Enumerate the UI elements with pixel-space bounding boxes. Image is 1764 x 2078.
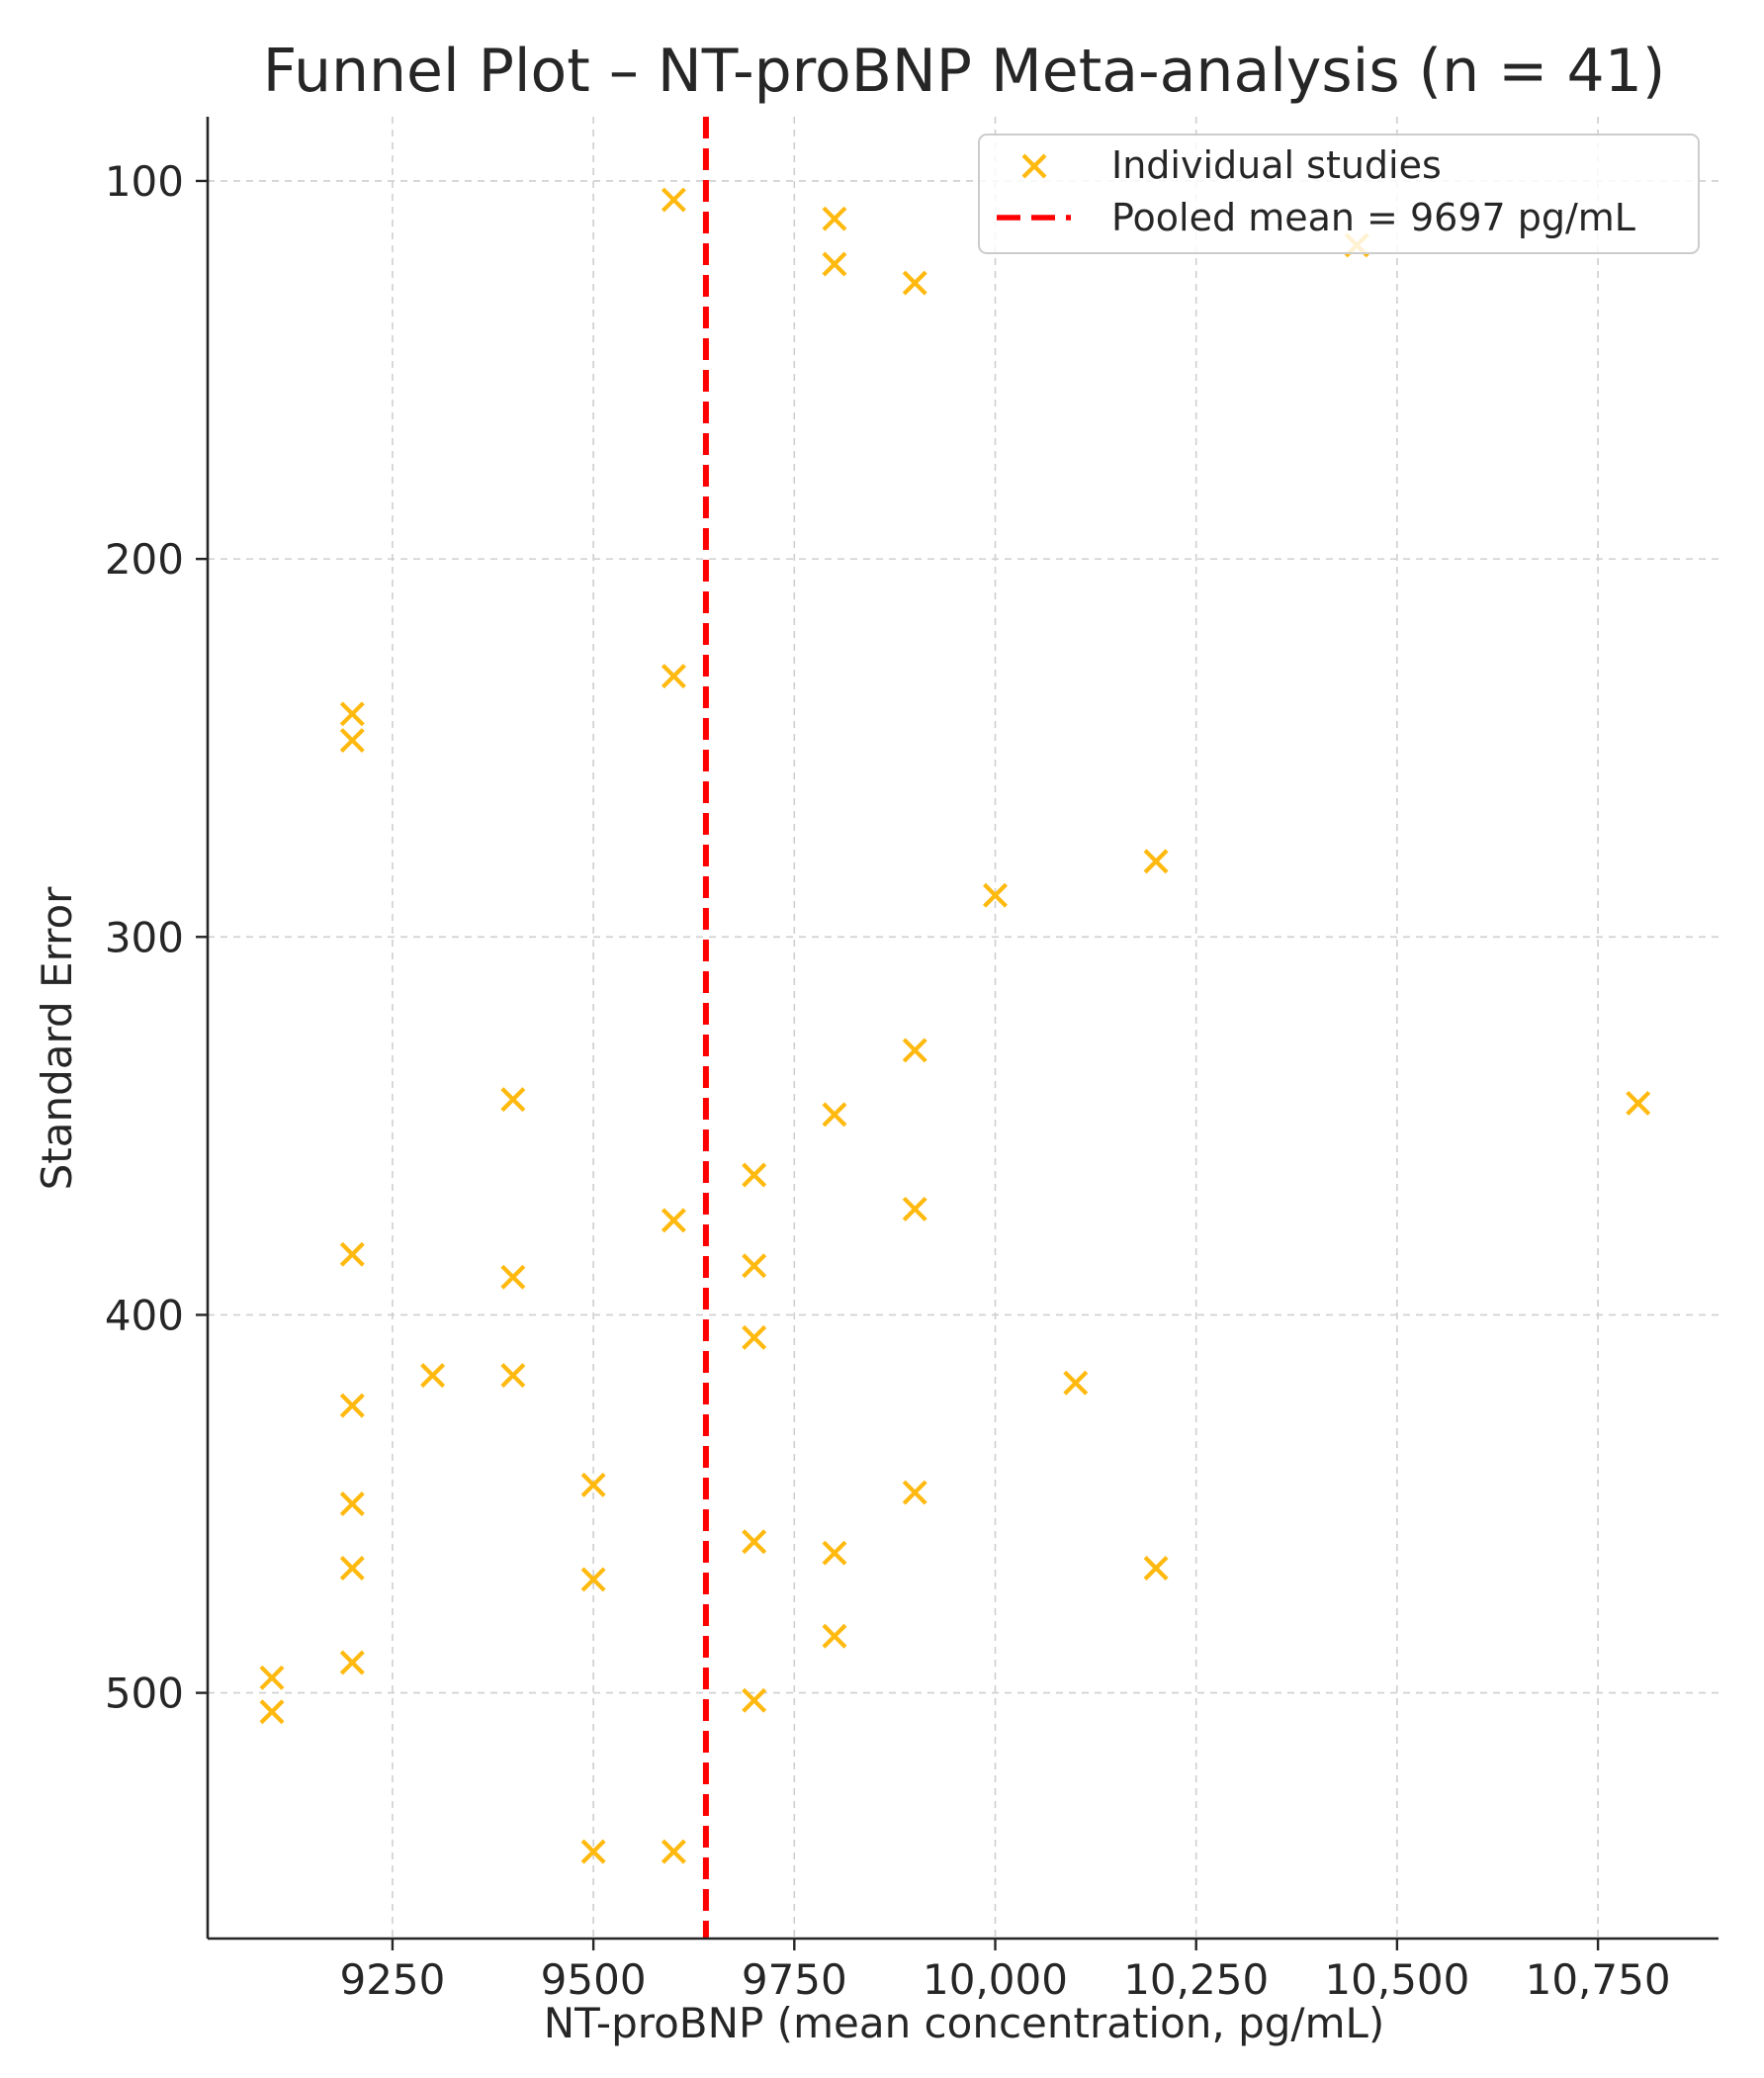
data-point [822, 206, 847, 231]
y-tick-label: 300 [105, 913, 184, 961]
data-point [742, 1253, 767, 1279]
data-point [339, 1650, 365, 1675]
x-tick-label: 9750 [742, 1955, 847, 2004]
data-point [1143, 1556, 1169, 1581]
data-point [339, 1491, 365, 1517]
x-tick-label: 9250 [339, 1955, 445, 2004]
data-point [902, 1480, 927, 1505]
y-tick-label: 100 [105, 157, 184, 206]
data-point [339, 1556, 365, 1581]
data-point [822, 1540, 847, 1566]
data-point [420, 1363, 446, 1389]
data-point [1143, 849, 1169, 874]
data-point [822, 1102, 847, 1128]
data-point [259, 1699, 285, 1725]
x-tick-label: 10,000 [923, 1955, 1068, 2004]
x-tick-label: 10,750 [1526, 1955, 1671, 2004]
data-point [500, 1363, 526, 1389]
data-point [661, 1208, 686, 1233]
x-tick-label: 9500 [541, 1955, 647, 2004]
legend: Individual studies Pooled mean = 9697 pg… [978, 134, 1700, 254]
legend-label-pooled-mean: Pooled mean = 9697 pg/mL [1111, 196, 1635, 239]
x-axis-label: NT-proBNP (mean concentration, pg/mL) [544, 1999, 1385, 2047]
data-point [742, 1324, 767, 1350]
data-point [339, 1241, 365, 1267]
data-point [339, 701, 365, 727]
data-point [742, 1162, 767, 1188]
data-point [742, 1529, 767, 1555]
data-point [902, 1196, 927, 1221]
data-point [580, 1839, 606, 1864]
data-point [902, 270, 927, 296]
data-point [1063, 1370, 1089, 1396]
data-point [339, 728, 365, 754]
legend-marker-x-icon [1021, 153, 1047, 179]
data-point [661, 664, 686, 689]
legend-label-individual-studies: Individual studies [1111, 143, 1442, 187]
data-point [742, 1687, 767, 1713]
data-point [983, 882, 1008, 908]
data-point [822, 1623, 847, 1649]
y-tick-label: 400 [105, 1291, 184, 1339]
data-point [902, 1038, 927, 1063]
data-point [661, 1839, 686, 1864]
grid-lines [208, 117, 1719, 1939]
y-tick-label: 500 [105, 1670, 184, 1718]
data-point [500, 1264, 526, 1290]
data-point [580, 1472, 606, 1497]
x-tick-label: 10,500 [1324, 1955, 1469, 2004]
y-tick-label: 200 [105, 535, 184, 584]
data-point [580, 1567, 606, 1592]
data-point [339, 1393, 365, 1418]
data-point [500, 1087, 526, 1113]
y-axis-label: Standard Error [33, 886, 81, 1191]
chart-title: Funnel Plot – NT-proBNP Meta-analysis (n… [263, 37, 1666, 106]
x-axis-ticks: 9250 9500 9750 10,000 10,250 10,500 10,750 [339, 1939, 1671, 2004]
y-axis-ticks: 100 200 300 400 500 [105, 157, 208, 1718]
x-tick-label: 10,250 [1123, 1955, 1269, 2004]
data-point [661, 187, 686, 213]
legend-box [978, 134, 1700, 254]
data-point [1626, 1090, 1651, 1116]
axes [206, 117, 1719, 1941]
data-point [259, 1665, 285, 1690]
data-point [822, 251, 847, 277]
legend-x-marker [1021, 153, 1047, 179]
